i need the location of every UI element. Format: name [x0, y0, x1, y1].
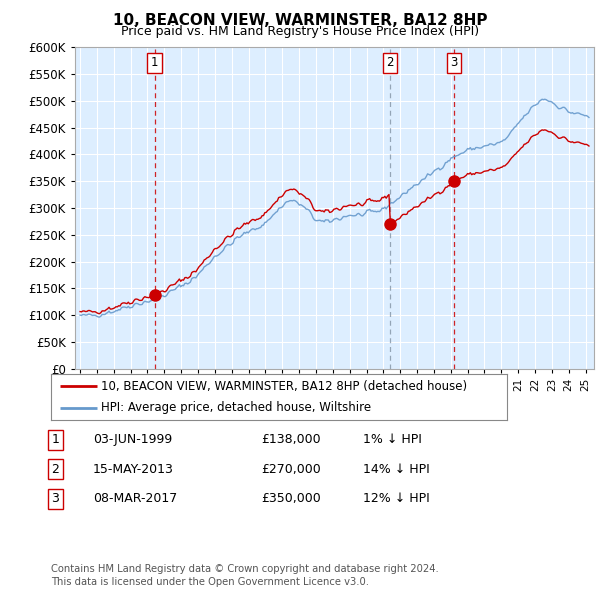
Text: 2: 2 — [386, 56, 394, 69]
Text: 1: 1 — [51, 433, 59, 446]
Text: £350,000: £350,000 — [261, 492, 321, 505]
Text: Contains HM Land Registry data © Crown copyright and database right 2024.
This d: Contains HM Land Registry data © Crown c… — [51, 564, 439, 587]
Text: £270,000: £270,000 — [261, 463, 321, 476]
Text: 2: 2 — [51, 463, 59, 476]
Text: 12% ↓ HPI: 12% ↓ HPI — [363, 492, 430, 505]
Text: £138,000: £138,000 — [261, 433, 320, 446]
Text: Price paid vs. HM Land Registry's House Price Index (HPI): Price paid vs. HM Land Registry's House … — [121, 25, 479, 38]
Text: HPI: Average price, detached house, Wiltshire: HPI: Average price, detached house, Wilt… — [101, 401, 371, 414]
Text: 08-MAR-2017: 08-MAR-2017 — [93, 492, 177, 505]
Text: 10, BEACON VIEW, WARMINSTER, BA12 8HP (detached house): 10, BEACON VIEW, WARMINSTER, BA12 8HP (d… — [101, 380, 467, 393]
Text: 14% ↓ HPI: 14% ↓ HPI — [363, 463, 430, 476]
Text: 1: 1 — [151, 56, 158, 69]
Text: 15-MAY-2013: 15-MAY-2013 — [93, 463, 174, 476]
Text: 1% ↓ HPI: 1% ↓ HPI — [363, 433, 422, 446]
Text: 3: 3 — [51, 492, 59, 505]
Text: 3: 3 — [450, 56, 457, 69]
Text: 03-JUN-1999: 03-JUN-1999 — [93, 433, 172, 446]
Text: 10, BEACON VIEW, WARMINSTER, BA12 8HP: 10, BEACON VIEW, WARMINSTER, BA12 8HP — [113, 13, 487, 28]
